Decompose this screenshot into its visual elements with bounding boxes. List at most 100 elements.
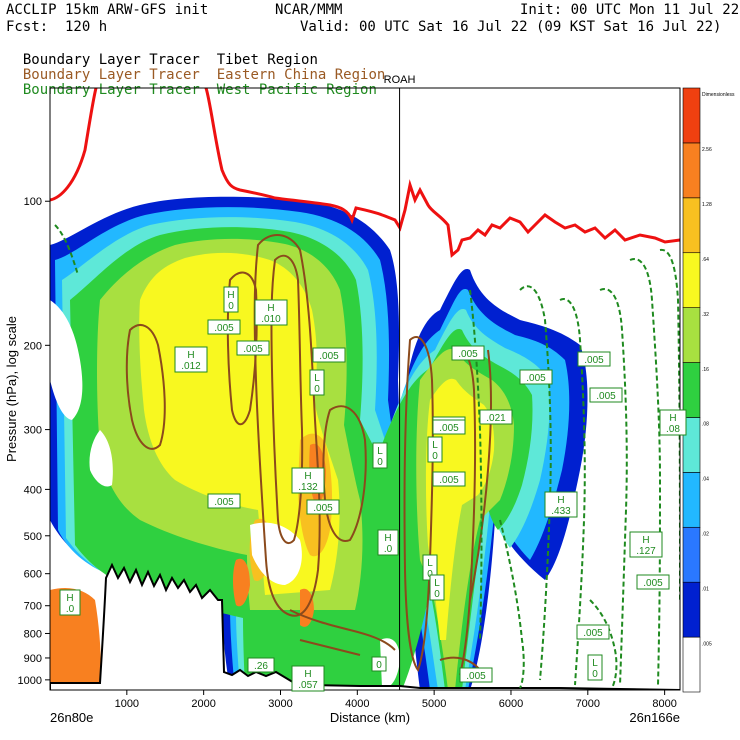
colorbar-label: 1.28 [702,202,712,208]
model-title: ACCLIP 15km ARW-GFS init [6,2,209,18]
contour-label-box [309,369,325,396]
contour-label-text: .005 [458,349,478,360]
y-tick-label: 800 [24,628,42,640]
colorbar-label: .04 [702,477,709,483]
colorbar-label: .08 [702,422,709,428]
contour-label-text: H [267,303,274,314]
x-tick-label: 4000 [345,698,369,710]
contour-label-text: H [66,593,73,604]
contour-label-text: 0 [376,660,382,671]
contour-label-box [589,387,623,403]
x-tick-label: 3000 [268,698,292,710]
contour-label-box [659,409,687,436]
contour-label-text: .005 [214,497,234,508]
y-tick-label: 400 [24,484,42,496]
contour-label-box [432,471,466,487]
legend-label: Boundary Layer Tracer [22,67,200,83]
x-tick-label: 7000 [576,698,600,710]
contour-label-box [587,654,603,681]
contour-label-text: .005 [313,503,333,514]
contour-label-text: .057 [298,680,318,691]
valid-time: Valid: 00 UTC Sat 16 Jul 22 (09 KST Sat … [300,19,722,35]
contour-label-text: 0 [592,669,598,680]
contour-label-box [459,667,493,683]
contour-label-box [236,340,270,356]
contour-label-text: H [304,669,311,680]
colorbar-label: .32 [702,312,709,318]
colorbar-swatch [682,636,701,693]
contour-label-text: 0 [314,384,320,395]
contour-label-box [306,499,340,515]
contour-label-text: .127 [636,546,656,557]
contour-label-text: 0 [432,451,438,462]
brown-contours [125,234,492,676]
y-axis-ticks: 100 200 300 400 500 600 700 800 900 1000 [18,196,50,687]
y-axis-title: Pressure (hPa), log scale [4,316,19,462]
contour-label-box [377,529,399,556]
contour-label-text: .0 [384,544,393,555]
plot-frame [49,87,681,691]
colorbar-swatch [682,252,701,308]
org-label: NCAR/MMM [275,2,343,18]
contour-label-box [629,531,663,558]
contour-label-box [479,409,513,425]
roah-marker-label: ROAH [384,74,416,86]
colorbar-swatch [682,581,701,638]
colorbar-label: .64 [702,257,709,263]
contour-label-text: .005 [319,351,339,362]
contour-label-box [247,657,275,673]
contour-label-box [291,467,325,494]
contour-label-text: L [434,578,440,589]
contour-label-box [576,624,610,640]
contour-label-text: 0 [434,589,440,600]
legend-region: West Pacific Region [216,82,377,98]
contour-label-text: .010 [261,314,281,325]
y-tick-label: 200 [24,340,42,352]
contour-label-text: .005 [439,475,459,486]
field-layer-orange [50,443,326,690]
contour-label-box [544,491,578,518]
contour-label-text: L [377,446,383,457]
x-tick-label: 6000 [499,698,523,710]
contour-label-box [312,347,346,363]
contour-label-text: .005 [643,578,663,589]
contour-label-box [223,286,239,313]
contour-label-text: 0 [377,457,383,468]
colorbar-swatch [682,307,701,363]
tracer-field [50,88,680,690]
colorbar-swatch [682,87,701,144]
x-tick-label: 8000 [652,698,676,710]
contour-label-text: H [557,495,564,506]
colorbar-label: .02 [702,532,709,538]
y-tick-label: 500 [24,531,42,543]
contour-label-box [432,419,466,435]
contour-label-box [451,345,485,361]
contour-label-box [59,589,81,616]
y-tick-label: 100 [24,196,42,208]
contour-label-box [519,369,553,385]
legend-region: Tibet Region [216,52,318,68]
contour-label-text: H [669,413,676,424]
y-tick-label: 1000 [18,675,42,687]
legend-label: Boundary Layer Tracer [22,82,200,98]
colorbar-label: .16 [702,367,709,373]
contour-label-text: H [187,350,194,361]
x-tick-label: 2000 [191,698,215,710]
colorbar-label: .01 [702,586,709,592]
colorbar-swatch [682,472,701,528]
contour-label-box [429,574,445,601]
contour-label-text: .005 [466,671,486,682]
x-start-label: 26n80e [50,710,93,725]
colorbar-swatch [682,197,701,254]
contour-label-box [372,442,388,469]
contour-label-text: .132 [298,482,318,493]
forecast-hour: Fcst: 120 h [6,19,108,35]
contour-label-text: .005 [583,628,603,639]
x-axis-ticks: 1000 2000 3000 4000 5000 6000 7000 8000 [115,690,677,710]
contour-label-box [371,656,387,672]
contour-label-text: .005 [526,373,546,384]
contour-label-text: .08 [666,424,680,435]
contour-label-text: H [227,290,234,301]
colorbar-swatch [682,142,701,199]
